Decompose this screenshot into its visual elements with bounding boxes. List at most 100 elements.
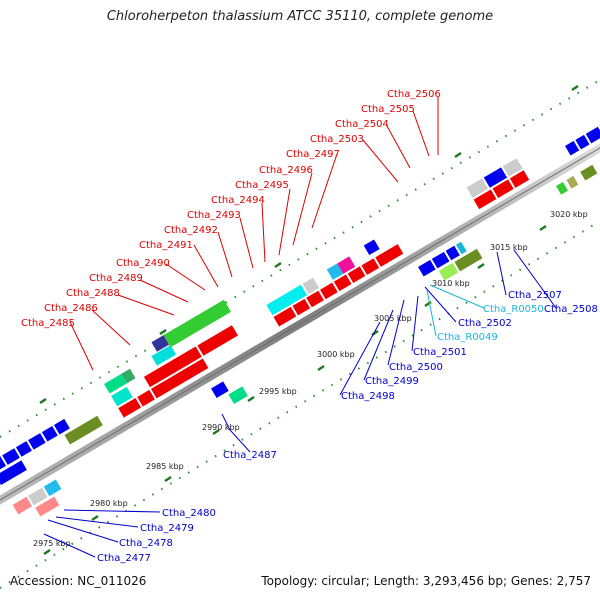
accession-text: Accession: NC_011026 [10,574,147,588]
gene-feature [438,262,459,281]
gene-feature [306,290,324,308]
gene-feature [566,175,579,189]
gene-feature [28,433,46,450]
gene-feature [197,325,238,356]
gene-feature [266,284,307,316]
gene-feature [466,178,489,198]
gene-feature [492,179,514,198]
gene-feature [121,368,136,384]
leader-lines-rna [426,284,485,337]
map-title: Chloroherpeton thalassium ATCC 35110, co… [106,9,494,24]
gene-label: Ctha_2497 [286,149,340,160]
gene-feature [418,259,436,277]
gene-feature [43,479,62,497]
genome-stats-text: Topology: circular; Length: 3,293,456 bp… [261,574,591,588]
gene-feature [2,448,20,465]
gene-feature [143,346,202,388]
gene-feature [454,248,483,272]
scale-label: 2980 kbp [90,499,128,508]
gene-label: Ctha_2494 [211,195,265,206]
gene-labels-left: Ctha_2477 Ctha_2478 Ctha_2479 Ctha_2480 [97,508,216,564]
scale-label: 2990 kbp [202,423,240,432]
gene-label: Ctha_2489 [89,273,143,284]
gene-feature [456,241,467,255]
gene-feature [565,140,580,156]
gene-feature [12,496,33,515]
gene-label: Ctha_2486 [44,303,98,314]
gene-label: Ctha_2506 [387,89,441,100]
gene-feature [151,345,177,366]
gene-label: Ctha_2508 [544,304,598,315]
gene-feature [320,282,338,300]
gene-label: Ctha_R0050 [483,304,544,315]
gene-feature [326,263,344,280]
gene-feature [483,167,508,188]
gene-label: Ctha_2498 [341,391,395,402]
gene-feature [111,386,133,407]
gene-labels-top: Ctha_2485 Ctha_2486 Ctha_2488 Ctha_2489 … [21,89,441,329]
gene-label: Ctha_R0049 [437,332,498,343]
scale-label: 3010 kbp [432,279,470,288]
gene-feature [0,456,7,473]
gene-label: Ctha_2492 [164,225,218,236]
gene-feature [151,358,209,399]
gene-feature [502,158,523,177]
gene-feature [302,277,320,295]
gene-label: Ctha_2485 [21,318,75,329]
gene-feature [15,441,32,457]
gene-feature [137,389,155,407]
gene-feature [211,381,229,398]
gene-label: Ctha_2490 [116,258,170,269]
gene-feature [363,239,380,256]
gene-feature [431,251,450,269]
gene-feature [375,244,404,267]
gene-feature [337,256,356,274]
gene-label: Ctha_2507 [508,290,562,301]
gene-label: Ctha_2496 [259,165,313,176]
gene-feature [333,274,352,292]
gene-feature [580,164,598,181]
gene-feature [445,245,460,261]
scale-label: 3000 kbp [317,350,355,359]
gene-feature [292,298,311,316]
gene-feature [585,126,600,144]
gene-label: Ctha_2499 [365,376,419,387]
gene-label: Ctha_2493 [187,210,241,221]
gene-label: Ctha_2502 [458,318,512,329]
gene-label: Ctha_2487 [223,450,277,461]
gene-feature [163,299,232,348]
gene-feature [118,397,142,418]
gene-label: Ctha_2501 [413,347,467,358]
gene-label: Ctha_2479 [140,523,194,534]
gene-feature [151,335,170,352]
gene-label: Ctha_2480 [162,508,216,519]
scale-label: 3020 kbp [550,210,588,219]
gene-feature [347,266,366,284]
gene-feature [0,460,27,486]
features-reverse [12,164,598,517]
gene-feature [509,170,530,188]
gene-label: Ctha_2500 [389,362,443,373]
gene-feature [361,258,380,275]
leader-lines-left [43,509,161,558]
scale-label: 2975 kbp [33,539,71,548]
gene-label: Ctha_2495 [235,180,289,191]
scale-label: 2985 kbp [146,462,184,471]
gene-labels-bottom: Ctha_2487 Ctha_2498 Ctha_2499 Ctha_2500 … [223,290,598,461]
scale-label: 2995 kbp [259,387,297,396]
gene-label: Ctha_2478 [119,538,173,549]
scale-label: 3015 kbp [490,243,528,252]
gene-feature [473,189,497,210]
gene-feature [556,181,569,195]
scale-label: 3005 kbp [374,314,412,323]
gene-label: Ctha_2488 [66,288,120,299]
gene-feature [104,373,127,394]
gene-label: Ctha_2505 [361,104,415,115]
gene-label: Ctha_2477 [97,553,151,564]
gene-feature [575,134,590,150]
leader-lines-bottom [221,249,557,453]
gene-feature [228,386,248,404]
gene-feature [35,496,60,517]
genome-backbone-line [0,147,600,501]
